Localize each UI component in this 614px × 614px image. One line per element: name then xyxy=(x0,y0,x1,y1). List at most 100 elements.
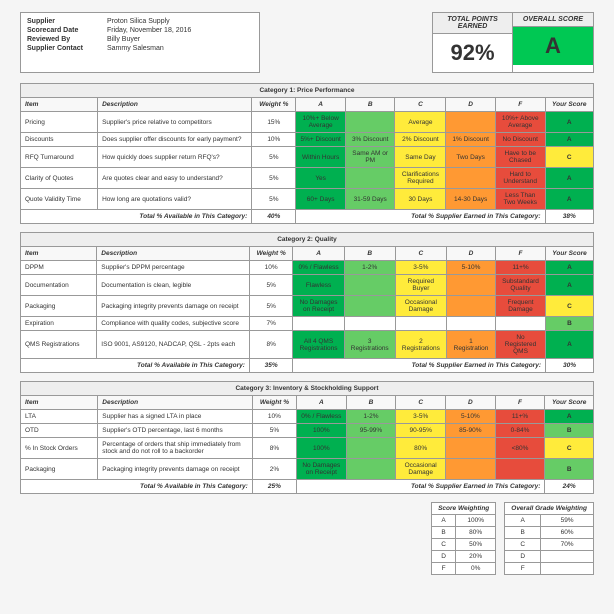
row-desc: Packaging integrity prevents damage on r… xyxy=(98,459,253,480)
cell-d: 5-10% xyxy=(446,261,495,275)
row-weight: 10% xyxy=(249,261,293,275)
cell-c: 90-95% xyxy=(396,424,446,438)
supplier-label: Supplier xyxy=(27,18,107,25)
col-f: F xyxy=(495,98,545,112)
row-desc: How long are quotations valid? xyxy=(98,189,252,210)
col-a: A xyxy=(293,247,344,261)
cell-f: No Discount xyxy=(495,133,545,147)
row-item: OTD xyxy=(21,424,98,438)
col-weight: Weight % xyxy=(252,396,296,410)
cell-c: 2 Registrations xyxy=(395,331,446,359)
table-row: Quote Validity Time How long are quotati… xyxy=(21,189,594,210)
row-weight: 15% xyxy=(252,112,296,133)
cell-d xyxy=(446,459,496,480)
weight-grade: F xyxy=(432,563,456,575)
overall-grade: A xyxy=(513,27,593,65)
cell-yourscore: A xyxy=(546,275,594,296)
col-item: Item xyxy=(21,396,98,410)
cell-d: 1% Discount xyxy=(446,133,496,147)
weight-grade: C xyxy=(432,539,456,551)
row-desc: Compliance with quality codes, subjectiv… xyxy=(97,317,250,331)
cell-d xyxy=(446,275,495,296)
col-desc: Description xyxy=(98,98,252,112)
weight-row: B80% xyxy=(432,527,496,539)
cell-b: 95-99% xyxy=(346,424,396,438)
col-c: C xyxy=(396,396,446,410)
table-row: LTA Supplier has a signed LTA in place 1… xyxy=(21,410,594,424)
contact-value: Sammy Salesman xyxy=(107,45,164,52)
cell-c: 30 Days xyxy=(395,189,446,210)
table-row: Expiration Compliance with quality codes… xyxy=(21,317,594,331)
row-item: LTA xyxy=(21,410,98,424)
total-earned-value: 30% xyxy=(546,359,594,373)
category-table: Category 1: Price Performance Item Descr… xyxy=(20,83,594,224)
cell-b xyxy=(344,317,395,331)
weight-grade: A xyxy=(432,515,456,527)
total-avail-value: 25% xyxy=(252,480,296,494)
table-row: OTD Supplier's OTD percentage, last 6 mo… xyxy=(21,424,594,438)
row-weight: 7% xyxy=(249,317,293,331)
cell-c: Average xyxy=(395,112,446,133)
table-row: Packaging Packaging integrity prevents d… xyxy=(21,296,594,317)
category-title: Category 1: Price Performance xyxy=(21,84,594,98)
cell-f: Have to be Chased xyxy=(495,147,545,168)
cell-f: 0-84% xyxy=(495,424,545,438)
contact-label: Supplier Contact xyxy=(27,45,107,52)
row-weight: 5% xyxy=(252,168,296,189)
row-item: Clarity of Quotes xyxy=(21,168,98,189)
row-desc: Supplier has a signed LTA in place xyxy=(98,410,253,424)
row-weight: 5% xyxy=(252,189,296,210)
row-item: Pricing xyxy=(21,112,98,133)
cell-yourscore: B xyxy=(546,317,594,331)
total-avail-label: Total % Available in This Category: xyxy=(21,359,250,373)
col-desc: Description xyxy=(98,396,253,410)
cell-b: 1-2% xyxy=(344,261,395,275)
cell-yourscore: A xyxy=(545,189,594,210)
total-earned-label: Total % Supplier Earned in This Category… xyxy=(293,359,546,373)
weight-row: F xyxy=(505,563,594,575)
row-weight: 5% xyxy=(252,147,296,168)
total-avail-label: Total % Available in This Category: xyxy=(21,210,252,224)
cell-f: 11+% xyxy=(495,410,545,424)
cell-b: 3 Registrations xyxy=(344,331,395,359)
row-weight: 5% xyxy=(249,275,293,296)
col-item: Item xyxy=(21,98,98,112)
cell-a: 0% / Flawless xyxy=(293,261,344,275)
cell-d xyxy=(446,438,496,459)
cell-a: Flawless xyxy=(293,275,344,296)
category-title: Category 2: Quality xyxy=(21,233,594,247)
total-earned-label: Total % Supplier Earned in This Category… xyxy=(297,480,545,494)
table-row: % In Stock Orders Percentage of orders t… xyxy=(21,438,594,459)
table-row: Clarity of Quotes Are quotes clear and e… xyxy=(21,168,594,189)
table-row: DPPM Supplier's DPPM percentage 10% 0% /… xyxy=(21,261,594,275)
cell-d: Two Days xyxy=(446,147,496,168)
weight-row: A59% xyxy=(505,515,594,527)
weight-pct: 50% xyxy=(456,539,496,551)
row-weight: 10% xyxy=(252,410,296,424)
supplier-info-box: SupplierProton Silica Supply Scorecard D… xyxy=(20,12,260,73)
overall-label: OVERALL SCORE xyxy=(513,13,593,27)
col-d: D xyxy=(446,396,496,410)
table-row: Discounts Does supplier offer discounts … xyxy=(21,133,594,147)
sw-title: Score Weighting xyxy=(432,503,496,515)
row-item: QMS Registrations xyxy=(21,331,97,359)
cell-a: No Damages on Receipt xyxy=(293,296,344,317)
cell-f: 11+% xyxy=(496,261,546,275)
cell-b: 1-2% xyxy=(346,410,396,424)
weight-pct: 60% xyxy=(541,527,594,539)
score-weighting-table: Score Weighting A100%B80%C50%D20%F0% xyxy=(431,502,496,575)
cell-b xyxy=(345,112,395,133)
weight-pct: 59% xyxy=(541,515,594,527)
cell-d: 85-90% xyxy=(446,424,496,438)
cell-yourscore: A xyxy=(545,168,594,189)
cell-a: 0% / Flawless xyxy=(297,410,347,424)
cell-f: Less Than Two Weeks xyxy=(495,189,545,210)
cell-d xyxy=(446,296,495,317)
row-item: Packaging xyxy=(21,296,97,317)
row-item: Quote Validity Time xyxy=(21,189,98,210)
cell-f: Hard to Understand xyxy=(495,168,545,189)
cell-a: 100% xyxy=(297,438,347,459)
col-desc: Description xyxy=(97,247,250,261)
cell-yourscore: A xyxy=(545,112,594,133)
cell-yourscore: A xyxy=(545,133,594,147)
